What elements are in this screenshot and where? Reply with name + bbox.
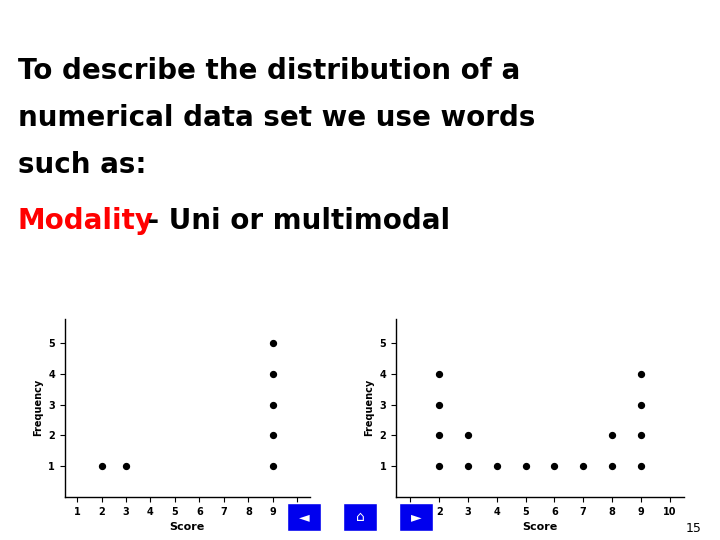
Text: 15: 15	[686, 522, 702, 535]
Text: - Uni or multimodal: - Uni or multimodal	[138, 207, 450, 235]
Point	[267, 339, 279, 348]
Point	[577, 462, 589, 470]
Text: To describe the distribution of a: To describe the distribution of a	[18, 57, 521, 85]
FancyBboxPatch shape	[343, 503, 377, 531]
Text: Modality: Modality	[18, 207, 154, 235]
Point	[267, 400, 279, 409]
Point	[635, 462, 647, 470]
Point	[96, 462, 107, 470]
Point	[433, 462, 445, 470]
X-axis label: Score: Score	[170, 522, 204, 532]
Text: ⌂: ⌂	[356, 510, 364, 524]
FancyBboxPatch shape	[400, 503, 433, 531]
Point	[549, 462, 560, 470]
Text: such as:: such as:	[18, 151, 146, 179]
Point	[267, 462, 279, 470]
Point	[433, 400, 445, 409]
Point	[635, 431, 647, 440]
Text: Key Words: Key Words	[261, 4, 459, 37]
Point	[635, 369, 647, 378]
Point	[120, 462, 132, 470]
Text: numerical data set we use words: numerical data set we use words	[18, 104, 536, 132]
Point	[491, 462, 503, 470]
Point	[267, 369, 279, 378]
Point	[635, 400, 647, 409]
Point	[267, 431, 279, 440]
Point	[520, 462, 531, 470]
Y-axis label: Frequency: Frequency	[33, 379, 42, 436]
Text: ◄: ◄	[299, 510, 309, 524]
Text: ►: ►	[411, 510, 421, 524]
X-axis label: Score: Score	[523, 522, 557, 532]
Point	[606, 431, 618, 440]
Point	[606, 462, 618, 470]
Point	[433, 369, 445, 378]
Point	[462, 431, 474, 440]
Y-axis label: Frequency: Frequency	[364, 379, 374, 436]
FancyBboxPatch shape	[287, 503, 320, 531]
Point	[462, 462, 474, 470]
Point	[433, 431, 445, 440]
